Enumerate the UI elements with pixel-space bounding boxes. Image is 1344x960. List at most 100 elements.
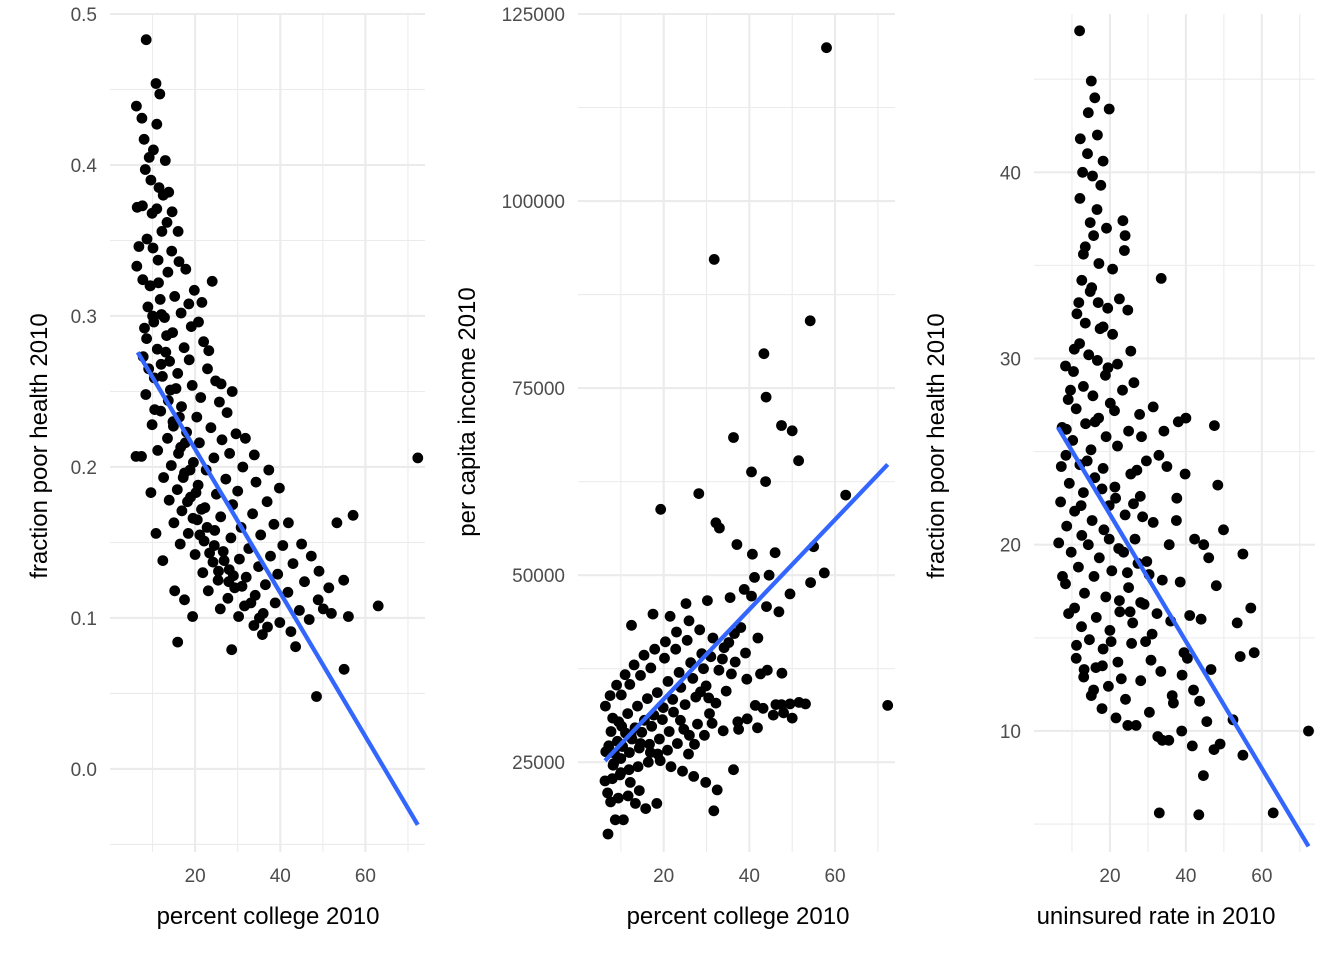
data-point [202,585,214,597]
data-point [1193,809,1205,821]
data-point [147,242,159,254]
data-point [1095,179,1107,191]
data-point [1114,293,1125,305]
data-point [196,297,208,308]
data-point [1147,517,1159,528]
data-point [153,277,164,289]
data-point [1071,308,1083,320]
data-point [160,346,172,358]
data-point [261,496,273,508]
data-point [205,422,217,434]
data-point [372,600,384,612]
data-point [1205,664,1217,675]
data-point [681,634,693,646]
data-point [638,649,650,661]
panel-3-points [1053,25,1314,821]
data-point [1082,107,1094,119]
data-point [151,203,163,215]
data-point [1084,217,1096,229]
data-point [1070,403,1082,415]
data-point [141,333,153,344]
data-point [212,574,224,586]
data-point [313,565,325,577]
data-point [640,803,652,814]
data-point [698,663,709,675]
data-point [180,263,192,275]
panel-1-y-axis-title: fraction poor health 2010 [26,313,53,579]
data-point [265,550,276,562]
data-point [723,637,735,648]
data-point [201,522,213,533]
data-point [1171,515,1182,526]
data-point [1085,75,1097,87]
data-point [1078,487,1089,498]
data-point [1079,587,1090,599]
x-tick-label: 60 [1251,866,1272,887]
data-point [746,590,757,602]
data-point [161,217,173,228]
data-point [663,726,675,737]
data-point [139,322,150,334]
data-point [1074,25,1085,37]
x-tick-label: 20 [1099,866,1120,887]
data-point [1078,664,1090,675]
data-point [724,592,736,603]
data-point [741,713,753,725]
data-point [1194,695,1205,707]
data-point [166,206,178,218]
panel-3-x-tick-labels: 20 40 60 [1099,866,1272,887]
data-point [233,611,245,622]
data-point [708,805,720,817]
data-point [141,233,153,245]
data-point [1065,384,1076,396]
data-point [678,723,690,735]
data-point [157,555,169,566]
data-point [1097,660,1108,672]
data-point [131,100,142,112]
data-point [651,798,663,809]
data-point [628,659,640,671]
data-point [784,698,796,710]
data-point [1182,652,1193,664]
data-point [1074,133,1086,145]
data-point [151,343,163,355]
data-point [220,473,232,485]
data-point [738,584,750,595]
data-point [1068,343,1080,355]
data-point [248,449,260,461]
data-point [612,792,624,804]
data-point [1086,515,1098,526]
data-point [749,572,760,583]
data-point [693,488,705,499]
data-point [1134,409,1145,420]
data-point [1172,416,1184,428]
data-point [262,621,273,633]
data-point [1166,690,1178,701]
data-point [1092,129,1103,141]
data-point [746,466,757,478]
data-point [673,667,685,678]
data-point [282,586,294,598]
data-point [1186,740,1198,752]
data-point [1065,546,1077,558]
data-point [1115,673,1127,685]
data-point [272,568,284,580]
data-point [609,814,621,826]
data-point [215,378,227,390]
data-point [1082,539,1094,551]
data-point [191,411,203,423]
data-point [1107,328,1118,340]
data-point [1112,656,1124,668]
data-point [784,588,796,600]
data-point [1174,576,1186,588]
data-point [287,558,299,569]
data-point [1147,401,1159,413]
data-point [1109,481,1121,493]
data-point [217,546,229,557]
data-point [670,643,682,655]
data-point [133,241,145,252]
data-point [152,254,164,266]
data-point [671,626,682,638]
data-point [778,707,789,719]
data-point [226,644,238,656]
